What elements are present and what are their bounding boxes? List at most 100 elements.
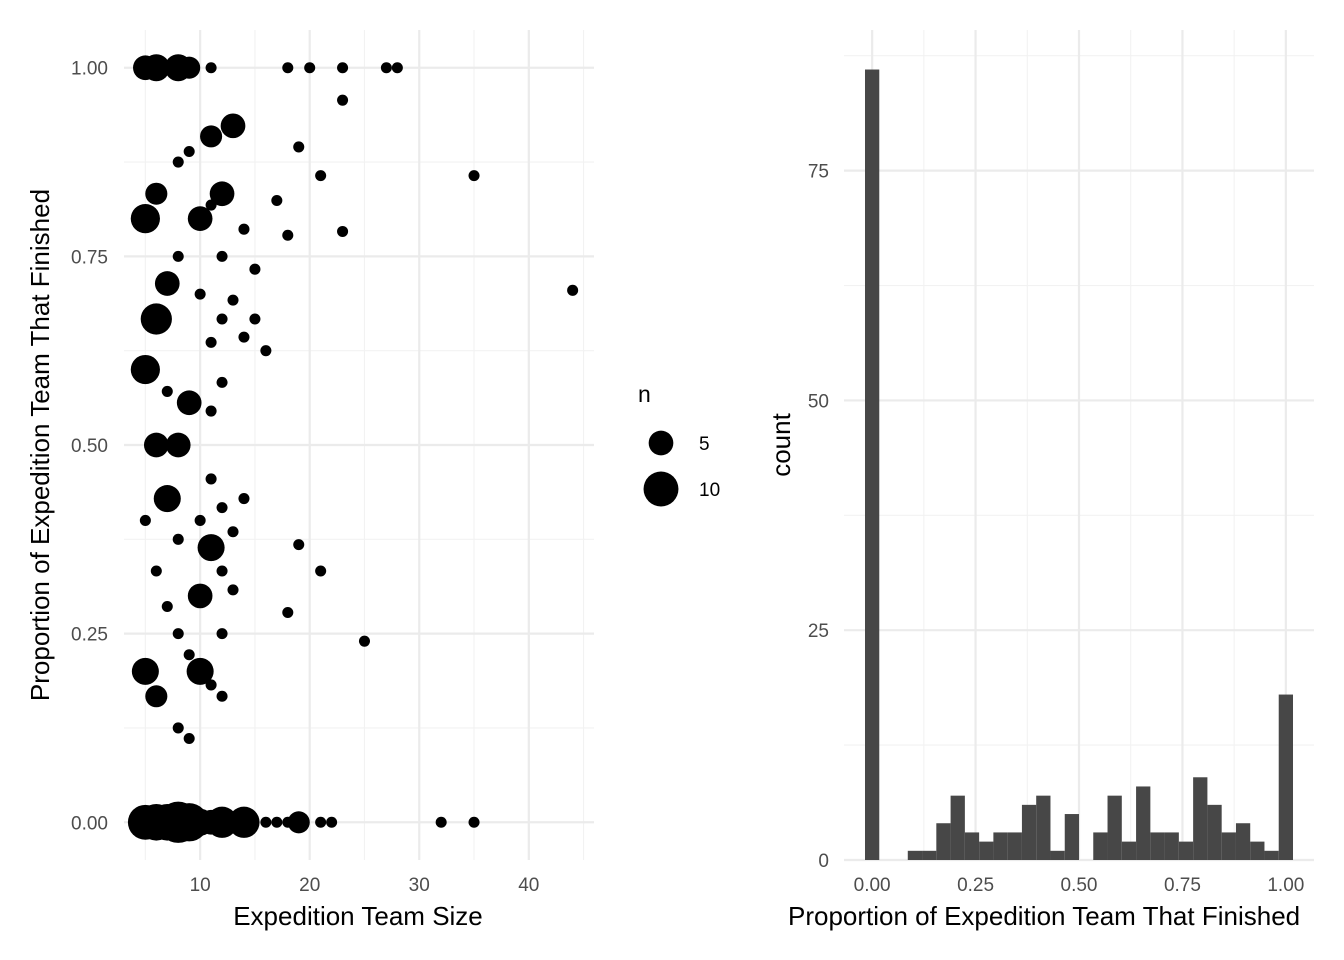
scatter-x-tick-label: 40	[518, 875, 539, 896]
scatter-point	[216, 376, 228, 388]
scatter-point	[142, 54, 170, 82]
scatter-point	[567, 284, 579, 296]
scatter-point	[186, 657, 214, 685]
scatter-point	[337, 225, 349, 237]
histogram-bar	[1221, 832, 1236, 860]
scatter-point	[206, 806, 238, 838]
scatter-point	[172, 156, 184, 168]
scatter-point	[200, 125, 223, 148]
scatter-panel: 10 20 30 40 0.00 0.25 0.50 0.75 1.00 Expedition…	[25, 30, 594, 931]
histogram-x-tick-label: 0.75	[1164, 875, 1201, 896]
scatter-point	[227, 294, 239, 306]
scatter-point	[205, 62, 217, 74]
scatter-point	[293, 539, 305, 551]
scatter-point	[150, 565, 162, 577]
scatter-x-axis-title: Expedition Team Size	[233, 901, 483, 931]
scatter-point	[154, 271, 180, 296]
scatter-y-tick-label: 0.00	[71, 813, 108, 834]
scatter-point	[178, 56, 201, 79]
scatter-point	[249, 313, 261, 325]
scatter-x-tick-label: 30	[409, 875, 430, 896]
scatter-point	[172, 722, 184, 734]
scatter-x-tick-labels: 10 20 30 40	[190, 875, 540, 896]
scatter-point	[228, 806, 260, 838]
histogram-bar	[950, 795, 965, 860]
scatter-y-tick-label: 0.50	[71, 436, 108, 457]
scatter-point	[391, 62, 403, 74]
scatter-y-tick-label: 1.00	[71, 59, 108, 80]
scatter-point	[216, 628, 228, 640]
scatter-points	[127, 54, 579, 843]
histogram-bar	[1235, 823, 1251, 860]
scatter-point	[216, 690, 228, 702]
histogram-bar	[936, 823, 951, 860]
scatter-point	[153, 485, 181, 513]
scatter-point	[176, 390, 202, 416]
histogram-panel: 0.00 0.25 0.50 0.75 1.00 0 25 50 75 Proportion …	[766, 30, 1314, 931]
scatter-point	[216, 565, 228, 577]
scatter-point	[172, 250, 184, 262]
scatter-point	[260, 816, 272, 828]
scatter-point	[145, 182, 168, 205]
scatter-point	[380, 62, 392, 74]
scatter-point	[358, 635, 370, 647]
histogram-bars	[864, 69, 1294, 861]
scatter-y-tick-label: 0.25	[71, 625, 108, 646]
scatter-point	[287, 811, 310, 834]
legend-label-5: 5	[699, 434, 710, 455]
histogram-bar	[1193, 777, 1208, 860]
histogram-gridlines	[844, 30, 1314, 862]
scatter-point	[205, 473, 217, 485]
histogram-bar	[907, 850, 923, 860]
histogram-x-tick-label: 0.50	[1061, 875, 1098, 896]
scatter-point	[139, 514, 151, 526]
histogram-bar	[1278, 694, 1294, 860]
scatter-point	[238, 493, 250, 505]
histogram-bar	[993, 832, 1008, 860]
scatter-point	[282, 606, 294, 619]
histogram-bar	[1021, 804, 1037, 860]
scatter-point	[187, 206, 213, 231]
scatter-point	[183, 649, 195, 661]
scatter-point	[194, 288, 206, 300]
legend-key-10	[643, 471, 679, 507]
histogram-y-tick-label: 0	[818, 851, 829, 872]
histogram-bar	[1064, 814, 1080, 860]
scatter-point	[304, 62, 316, 74]
scatter-point	[209, 181, 235, 207]
scatter-point	[197, 534, 225, 562]
scatter-point	[271, 195, 283, 207]
histogram-y-axis-title: count	[766, 412, 796, 476]
scatter-point	[205, 199, 217, 211]
scatter-gridlines	[124, 30, 594, 860]
histogram-y-tick-label: 75	[808, 162, 829, 183]
histogram-bar	[864, 69, 880, 861]
scatter-point	[183, 732, 195, 745]
histogram-bar	[1250, 841, 1265, 860]
scatter-point	[216, 250, 228, 262]
scatter-point	[227, 584, 239, 596]
scatter-point	[220, 113, 246, 139]
histogram-bar	[1036, 795, 1051, 860]
histogram-bar	[1136, 786, 1151, 860]
histogram-bar	[1178, 841, 1194, 860]
histogram-y-tick-label: 50	[808, 391, 829, 412]
scatter-point	[326, 816, 338, 828]
scatter-point	[315, 816, 327, 828]
legend-title: n	[638, 381, 651, 407]
histogram-bar	[1107, 795, 1122, 860]
histogram-x-tick-label: 1.00	[1267, 875, 1304, 896]
histogram-bar	[1164, 832, 1179, 860]
scatter-point	[194, 514, 206, 526]
scatter-x-tick-label: 10	[190, 875, 211, 896]
scatter-point	[143, 432, 169, 458]
histogram-bar	[1093, 832, 1108, 860]
histogram-bar	[1050, 850, 1065, 860]
scatter-point	[172, 628, 184, 640]
scatter-point	[205, 679, 217, 691]
scatter-point	[238, 331, 250, 343]
histogram-bar	[964, 832, 980, 860]
scatter-point	[435, 816, 447, 828]
scatter-point	[315, 565, 327, 577]
scatter-point	[130, 204, 160, 234]
